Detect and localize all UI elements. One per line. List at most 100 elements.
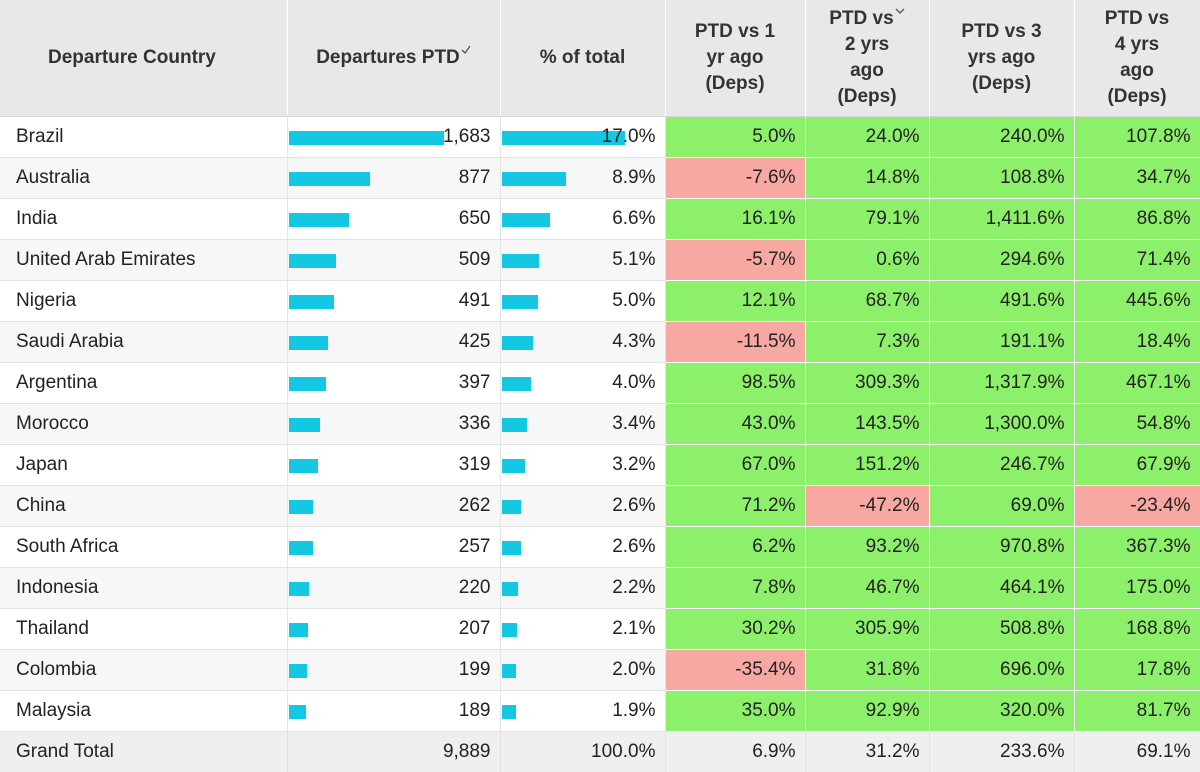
- pct-total-cell: 2.0%: [500, 650, 665, 691]
- departures-bar: [289, 459, 318, 473]
- departures-cell: 199: [287, 650, 500, 691]
- pct-total-bar: [502, 582, 518, 596]
- departures-value: 1,683: [443, 126, 500, 147]
- departures-cell: 207: [287, 609, 500, 650]
- header-ptd-vs-1yr[interactable]: PTD vs 1 yr ago (Deps): [665, 0, 805, 117]
- departures-bar: [289, 172, 370, 186]
- ptd-vs2-cell: -47.2%: [805, 486, 929, 527]
- ptd-vs1-cell: 35.0%: [665, 691, 805, 732]
- ptd-vs3-cell: 508.8%: [929, 609, 1074, 650]
- ptd-vs1-cell: 71.2%: [665, 486, 805, 527]
- ptd-vs1-cell: 7.8%: [665, 568, 805, 609]
- pct-total-value: 2.6%: [612, 495, 664, 516]
- grand-total-row: Grand Total 9,889 100.0% 6.9% 31.2% 233.…: [0, 732, 1200, 772]
- ptd-vs3-cell: 246.7%: [929, 445, 1074, 486]
- ptd-vs3-cell: 491.6%: [929, 281, 1074, 322]
- pct-total-value: 2.0%: [612, 659, 664, 680]
- header-ptd-vs-2yrs[interactable]: PTD vs 2 yrs ago (Deps): [805, 0, 929, 117]
- pct-total-bar: [502, 377, 531, 391]
- country-name: Indonesia: [0, 568, 287, 609]
- ptd-vs4-cell: 54.8%: [1074, 404, 1200, 445]
- departures-cell: 257: [287, 527, 500, 568]
- departures-cell: 189: [287, 691, 500, 732]
- ptd-vs1-cell: 98.5%: [665, 363, 805, 404]
- departures-value: 189: [459, 700, 500, 721]
- header-departures-ptd[interactable]: Departures PTD: [287, 0, 500, 117]
- departures-bar: [289, 664, 307, 678]
- ptd-vs4-cell: 17.8%: [1074, 650, 1200, 691]
- ptd-vs2-cell: 14.8%: [805, 158, 929, 199]
- pct-total-bar: [502, 295, 538, 309]
- ptd-vs2-cell: 68.7%: [805, 281, 929, 322]
- grand-total-departures: 9,889: [287, 732, 500, 772]
- ptd-vs4-cell: 175.0%: [1074, 568, 1200, 609]
- ptd-vs2-cell: 0.6%: [805, 240, 929, 281]
- ptd-vs2-cell: 92.9%: [805, 691, 929, 732]
- ptd-vs3-cell: 696.0%: [929, 650, 1074, 691]
- ptd-vs3-cell: 1,317.9%: [929, 363, 1074, 404]
- country-name: Nigeria: [0, 281, 287, 322]
- header-pct-of-total[interactable]: % of total: [500, 0, 665, 117]
- departures-cell: 336: [287, 404, 500, 445]
- ptd-vs4-cell: 18.4%: [1074, 322, 1200, 363]
- ptd-vs3-cell: 464.1%: [929, 568, 1074, 609]
- pct-total-value: 8.9%: [612, 167, 664, 188]
- pct-total-cell: 17.0%: [500, 117, 665, 158]
- header-ptd-vs-4yrs[interactable]: PTD vs 4 yrs ago (Deps): [1074, 0, 1200, 117]
- pct-total-cell: 3.2%: [500, 445, 665, 486]
- ptd-vs3-cell: 1,300.0%: [929, 404, 1074, 445]
- departures-value: 220: [459, 577, 500, 598]
- departures-cell: 220: [287, 568, 500, 609]
- departures-value: 491: [459, 290, 500, 311]
- ptd-vs4-cell: 168.8%: [1074, 609, 1200, 650]
- departures-cell: 491: [287, 281, 500, 322]
- country-name: Australia: [0, 158, 287, 199]
- pct-total-value: 3.2%: [612, 454, 664, 475]
- departures-bar: [289, 377, 326, 391]
- ptd-vs1-cell: 30.2%: [665, 609, 805, 650]
- header-departure-country[interactable]: Departure Country: [0, 0, 287, 117]
- country-name: Morocco: [0, 404, 287, 445]
- departures-value: 199: [459, 659, 500, 680]
- ptd-vs4-cell: 367.3%: [1074, 527, 1200, 568]
- departures-cell: 319: [287, 445, 500, 486]
- pct-total-cell: 2.6%: [500, 527, 665, 568]
- country-name: Brazil: [0, 117, 287, 158]
- departures-bar: [289, 336, 328, 350]
- departures-cell: 1,683: [287, 117, 500, 158]
- grand-total-vs2: 31.2%: [805, 732, 929, 772]
- departures-value: 509: [459, 249, 500, 270]
- sort-chevron-icon[interactable]: [461, 45, 471, 55]
- ptd-vs3-cell: 1,411.6%: [929, 199, 1074, 240]
- ptd-vs2-cell: 151.2%: [805, 445, 929, 486]
- ptd-vs1-cell: 12.1%: [665, 281, 805, 322]
- country-name: Argentina: [0, 363, 287, 404]
- sort-chevron-icon[interactable]: [895, 6, 905, 16]
- ptd-vs4-cell: 34.7%: [1074, 158, 1200, 199]
- ptd-vs3-cell: 970.8%: [929, 527, 1074, 568]
- header-ptd-vs-3yrs[interactable]: PTD vs 3 yrs ago (Deps): [929, 0, 1074, 117]
- country-name: United Arab Emirates: [0, 240, 287, 281]
- grand-total-vs3: 233.6%: [929, 732, 1074, 772]
- departures-cell: 397: [287, 363, 500, 404]
- ptd-vs2-cell: 46.7%: [805, 568, 929, 609]
- departures-value: 650: [459, 208, 500, 229]
- ptd-vs1-cell: 43.0%: [665, 404, 805, 445]
- grand-total-pct: 100.0%: [500, 732, 665, 772]
- departures-bar: [289, 705, 306, 719]
